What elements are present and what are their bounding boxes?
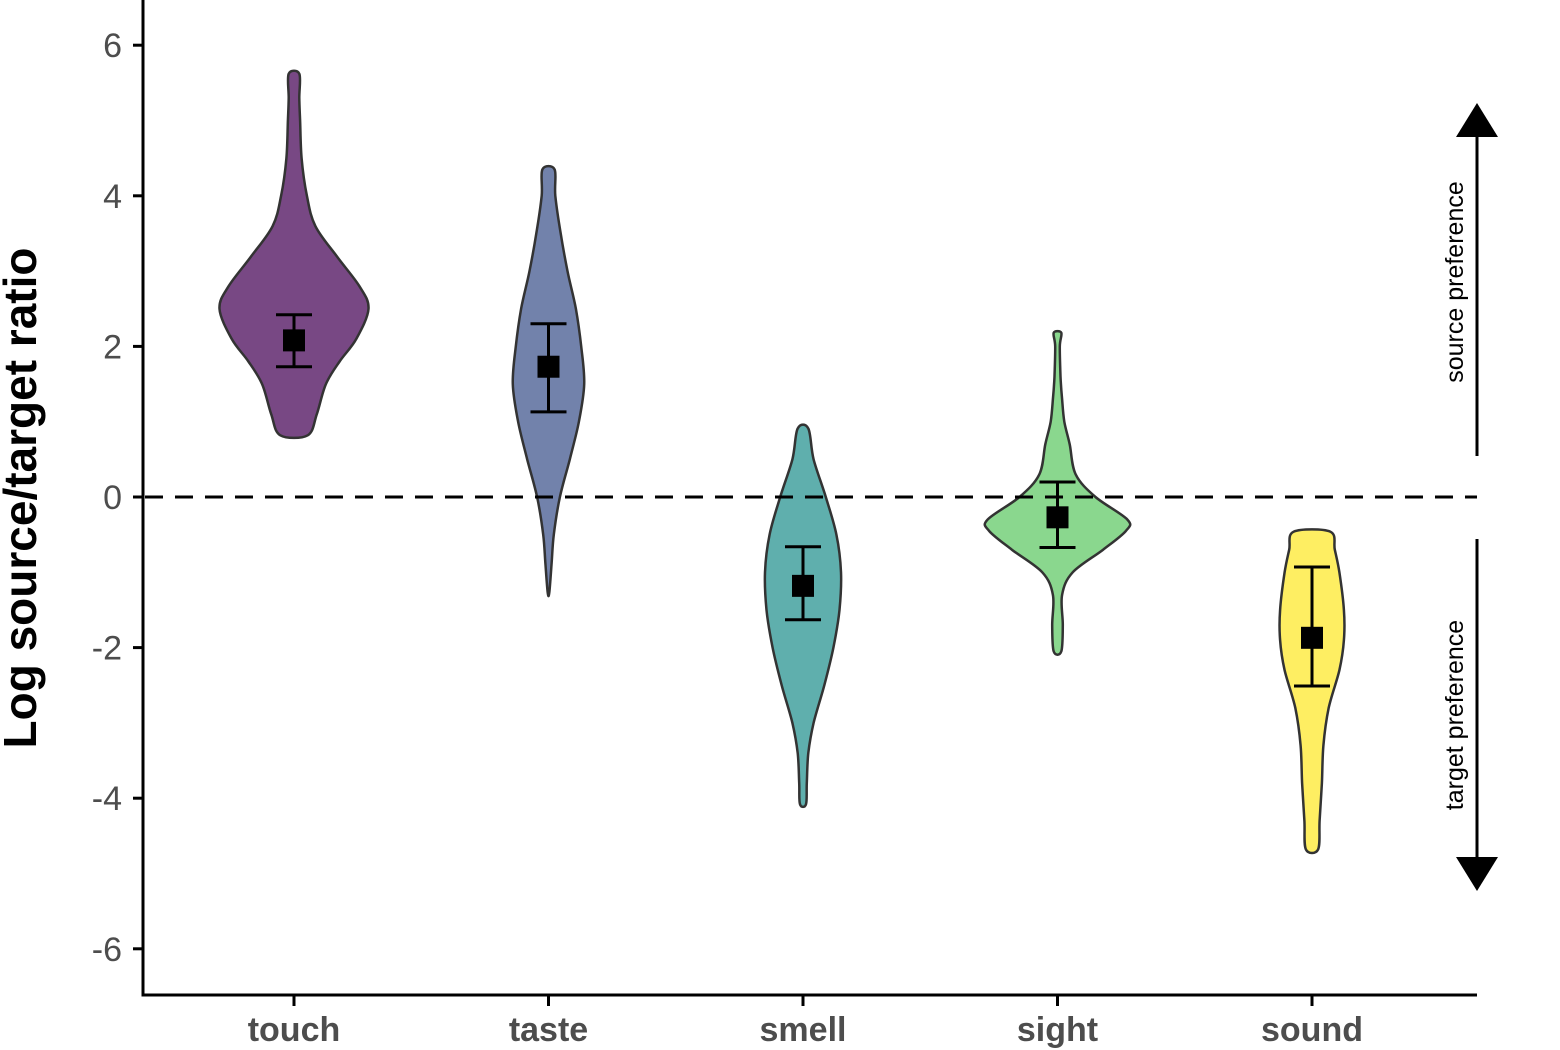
y-axis-title: Log source/target ratio: [0, 248, 46, 749]
down-arrow-head: [1456, 857, 1498, 891]
violin-sound: [1278, 528, 1346, 855]
y-tick-label: 6: [103, 27, 122, 65]
target-preference-label: target preference: [1441, 620, 1469, 810]
x-tick-label-taste: taste: [509, 1011, 588, 1049]
mean-marker-touch: [283, 329, 305, 352]
mean-marker-smell: [792, 574, 814, 597]
up-arrow-head: [1456, 103, 1498, 137]
x-axis-ticks: touch taste smell sight sound: [248, 995, 1363, 1049]
mean-marker-sound: [1301, 626, 1323, 649]
target-preference-annotation: target preference: [1441, 539, 1498, 891]
violins-layer: [218, 69, 1346, 855]
y-tick-label: -4: [92, 780, 122, 818]
y-tick-label: 0: [103, 479, 122, 517]
source-preference-label: source preference: [1441, 181, 1469, 383]
mean-marker-sight: [1046, 506, 1069, 529]
x-tick-label-touch: touch: [248, 1011, 341, 1049]
x-tick-label-smell: smell: [760, 1011, 847, 1049]
violin-touch: [218, 69, 370, 440]
y-tick-label: 2: [103, 328, 122, 366]
x-tick-label-sight: sight: [1017, 1011, 1098, 1049]
means-layer: [276, 313, 1330, 688]
x-tick-label-sound: sound: [1261, 1011, 1363, 1049]
mean-marker-taste: [537, 355, 560, 378]
y-axis-ticks: -6 -4 -2 0 2 4 6: [92, 27, 143, 969]
y-tick-label: -6: [92, 931, 122, 969]
source-preference-annotation: source preference: [1441, 103, 1498, 456]
y-tick-label: 4: [103, 178, 122, 216]
y-tick-label: -2: [92, 630, 122, 668]
